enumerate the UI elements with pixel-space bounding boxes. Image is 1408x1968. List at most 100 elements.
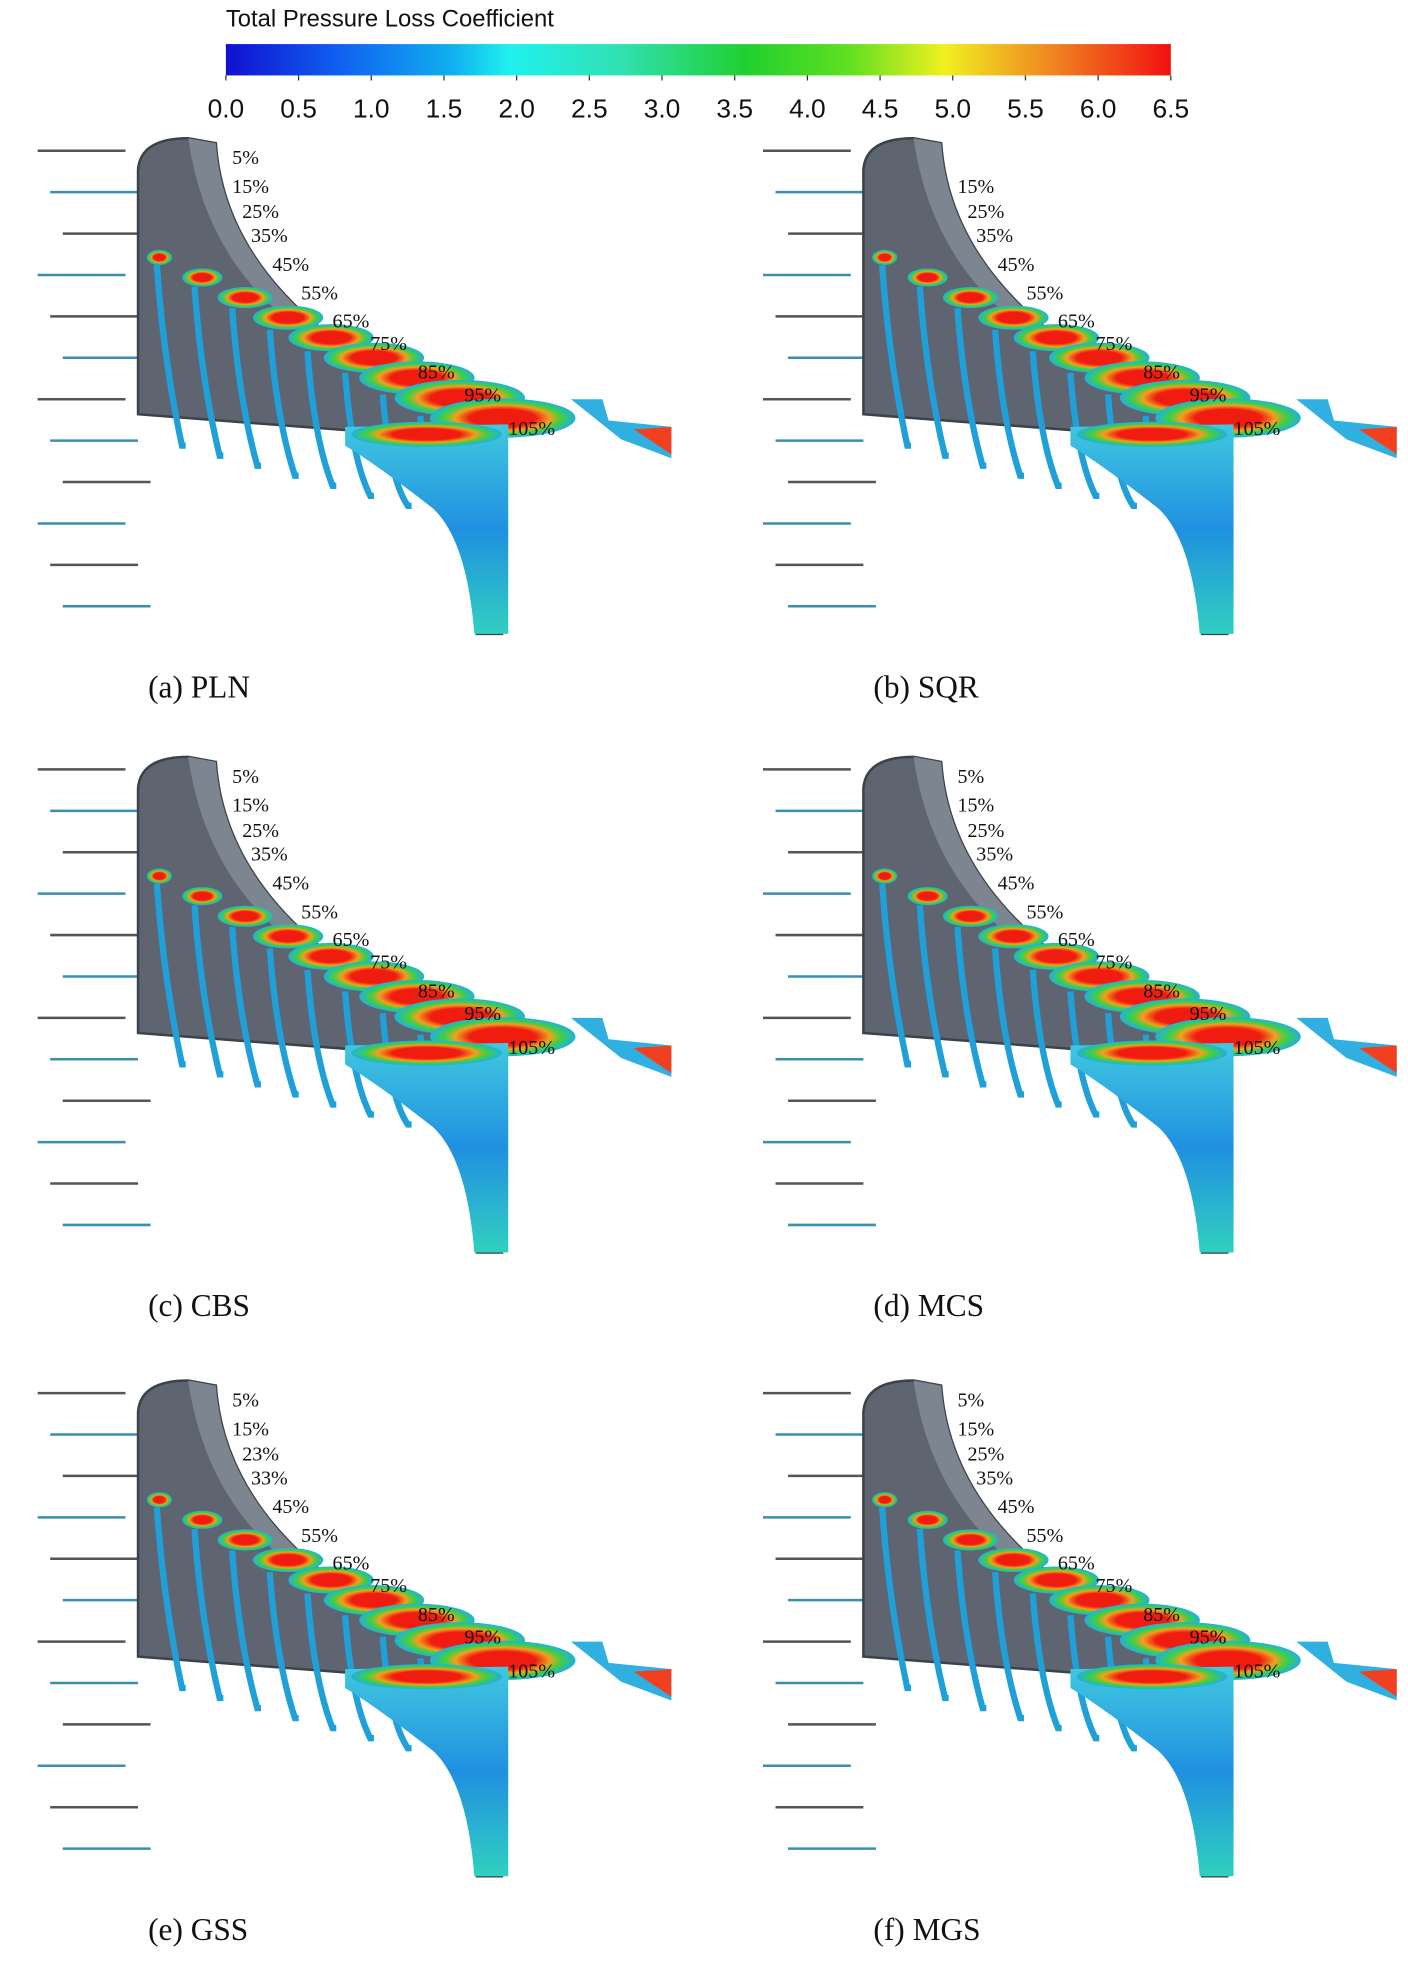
- outlet-hot: [633, 1045, 672, 1074]
- span-label: 75%: [1096, 333, 1133, 355]
- colorbar-tick-label: 6.5: [1153, 94, 1190, 124]
- span-label: 25%: [242, 820, 279, 842]
- span-label: 85%: [418, 1604, 455, 1626]
- outlet-wake: [1296, 1017, 1397, 1077]
- span-label: 5%: [232, 1389, 259, 1411]
- outlet-hot: [633, 426, 672, 455]
- colorbar-tick-label: 2.5: [571, 94, 608, 124]
- loss-core: [252, 1547, 324, 1573]
- outlet-wake: [1296, 1641, 1397, 1701]
- loss-core: [942, 287, 999, 309]
- span-label: 75%: [370, 333, 407, 355]
- span-label: 35%: [976, 225, 1013, 247]
- loss-core: [872, 249, 898, 265]
- vortex-trace: [153, 264, 186, 449]
- outlet-wake: [570, 1641, 672, 1701]
- loss-core: [217, 905, 273, 927]
- panel: 15% 25%35% 45% 55% 65%75% 85% 95% 105% (b) SQR: [762, 136, 1397, 705]
- span-label: 45%: [998, 254, 1035, 276]
- span-label: 45%: [272, 254, 309, 276]
- span-label: 25%: [968, 1443, 1005, 1465]
- loss-core: [978, 924, 1049, 949]
- vortex-trace: [1029, 969, 1062, 1108]
- span-label: 15%: [957, 795, 994, 817]
- span-label: 55%: [301, 283, 338, 305]
- span-label: 65%: [333, 929, 370, 951]
- vortex-trace: [191, 1528, 224, 1702]
- colorbar: [225, 44, 1171, 76]
- colorbar-tick-label: 3.0: [644, 94, 681, 124]
- panel: 5% 15% 25%35% 45% 55% 65%75% 85% 95% 105% (d) MCS: [762, 755, 1397, 1323]
- span-label: 95%: [1190, 384, 1227, 406]
- loss-core: [146, 249, 172, 265]
- loss-core: [907, 268, 948, 287]
- outlet-hot: [1359, 1669, 1397, 1697]
- colorbar-tick-label: 5.0: [934, 94, 971, 124]
- outlet-wake: [570, 1017, 672, 1077]
- span-label: 95%: [1190, 1003, 1227, 1025]
- panel-caption: (c) CBS: [148, 1288, 250, 1323]
- tip-core: [1076, 1664, 1228, 1690]
- span-label: 25%: [242, 201, 279, 223]
- panel: 5% 15% 23%33% 45% 55% 65%75% 85% 95% 105% (e) GSS: [37, 1379, 672, 1947]
- loss-core: [907, 887, 948, 906]
- span-label: 105%: [1234, 1037, 1281, 1059]
- loss-core: [872, 1492, 898, 1508]
- span-label: 23%: [242, 1443, 279, 1465]
- loss-core: [872, 868, 898, 884]
- span-label: 35%: [251, 225, 288, 247]
- span-label: 105%: [1234, 418, 1281, 440]
- span-label: 45%: [272, 872, 309, 894]
- span-label: 105%: [1234, 1661, 1281, 1683]
- vortex-trace: [153, 1507, 186, 1692]
- loss-core: [182, 887, 223, 906]
- span-label: 85%: [1143, 362, 1180, 384]
- vortex-trace: [191, 904, 224, 1078]
- span-label: 15%: [957, 1418, 994, 1440]
- vortex-trace: [916, 286, 949, 459]
- vortex-trace: [879, 883, 912, 1068]
- colorbar-tick-label: 2.0: [498, 94, 535, 124]
- span-label: 35%: [976, 1467, 1013, 1489]
- span-label: 95%: [464, 1003, 501, 1025]
- panel-caption: (a) PLN: [148, 670, 250, 705]
- vortex-trace: [1029, 1593, 1062, 1732]
- panel-caption: (e) GSS: [148, 1912, 248, 1947]
- blade-top: [188, 138, 502, 427]
- outlet-wake: [570, 399, 672, 459]
- vortex-trace: [954, 307, 987, 469]
- span-label: 45%: [998, 1496, 1035, 1518]
- span-label: 35%: [976, 844, 1013, 866]
- panel: 5% 15% 25%35% 45% 55% 65%75% 85% 95% 105% (a) PLN: [37, 136, 672, 705]
- span-label: 65%: [333, 310, 370, 332]
- colorbar-tick-label: 4.5: [862, 94, 899, 124]
- vortex-trace: [992, 948, 1024, 1098]
- tip-core: [351, 421, 502, 447]
- tip-plume: [345, 1042, 509, 1253]
- panel: 5% 15% 25%35% 45% 55% 65%75% 85% 95% 105% (f) MGS: [762, 1379, 1397, 1947]
- vortex-trace: [916, 904, 949, 1078]
- span-label: 5%: [957, 1389, 984, 1411]
- vortex-trace: [304, 351, 337, 489]
- span-label: 45%: [272, 1496, 309, 1518]
- blade-top: [188, 756, 502, 1046]
- span-label: 75%: [1096, 952, 1133, 974]
- span-label: 85%: [418, 980, 455, 1002]
- colorbar-tick-label: 1.5: [426, 94, 463, 124]
- span-label: 65%: [333, 1553, 370, 1575]
- span-label: 55%: [1027, 283, 1064, 305]
- vortex-trace: [954, 1550, 987, 1712]
- outlet-hot: [1359, 426, 1397, 455]
- span-label: 65%: [1058, 310, 1095, 332]
- panel-caption: (b) SQR: [873, 670, 978, 705]
- span-label: 105%: [508, 1661, 555, 1683]
- span-label: 25%: [968, 201, 1005, 223]
- loss-core: [182, 268, 223, 287]
- span-label: 5%: [232, 147, 259, 169]
- span-label: 33%: [251, 1467, 288, 1489]
- colorbar-tick-label: 0.5: [280, 94, 317, 124]
- span-label: 85%: [418, 362, 455, 384]
- vortex-trace: [229, 307, 262, 469]
- outlet-wake: [1296, 399, 1397, 459]
